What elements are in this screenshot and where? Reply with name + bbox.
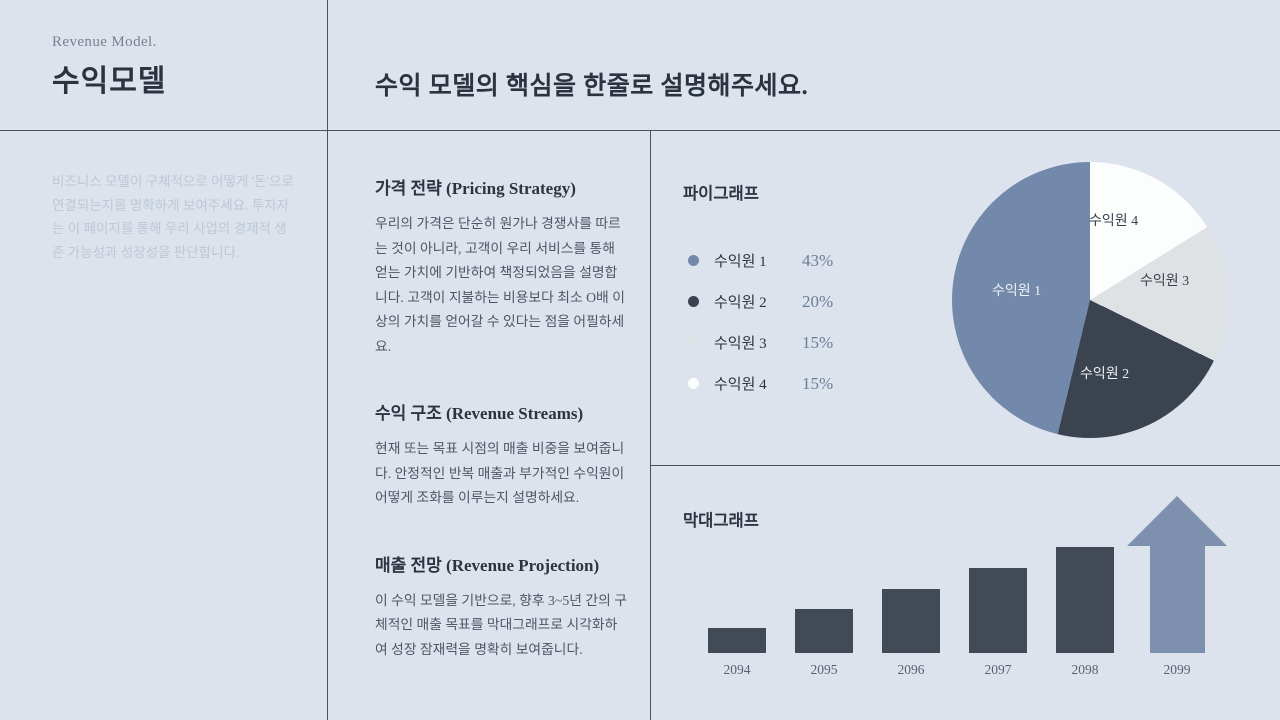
bar-year-label: 2099 [1163,662,1191,677]
bar-year-label: 2095 [810,662,838,677]
bar-year-label: 2094 [723,662,751,677]
legend-label: 수익원 3 [714,336,767,352]
legend-value: 43% [802,250,834,270]
bar-panel-title: 막대그래프 [683,511,759,530]
legend-label: 수익원 4 [714,377,767,393]
growth-arrow-icon [1127,496,1227,653]
legend-dot-icon [688,378,699,389]
section-pricing-strategy: 가격 전략 (Pricing Strategy) 우리의 가격은 단순히 원가나… [375,174,629,359]
bar-column: 2098 [1056,547,1114,678]
bar-column: 2096 [882,589,940,678]
section-heading: 수익 구조 (Revenue Streams) [375,404,584,424]
legend-dot-icon [688,255,699,266]
arrow-head [1127,496,1227,546]
legend-item: 수익원 1 43% [688,240,833,281]
pie-slice-label-2: 수익원 2 [1080,367,1130,382]
text-sections: 가격 전략 (Pricing Strategy) 우리의 가격은 단순히 원가나… [375,174,629,703]
section-revenue-projection: 매출 전망 (Revenue Projection) 이 수익 모델을 기반으로… [375,551,629,663]
bar [1056,547,1114,653]
section-heading: 가격 전략 (Pricing Strategy) [375,179,576,198]
legend-item: 수익원 4 15% [688,363,833,404]
legend-value: 15% [802,373,834,393]
bar-column: 2095 [795,609,853,678]
section-body: 현재 또는 목표 시점의 매출 비중을 보여줍니다. 안정적인 반복 매출과 부… [375,441,625,506]
divider-horizontal-right [650,465,1280,466]
page-title: 수익모델 [52,65,167,98]
sidebar-description: 비즈니스 모델이 구체적으로 어떻게 '돈'으로 연결되는지를 명확하게 보여주… [52,174,294,260]
legend-label: 수익원 1 [714,254,767,270]
divider-horizontal-top [0,130,1280,131]
arrow-shaft [1149,546,1205,653]
divider-vertical-middle [650,130,651,720]
eyebrow-label: Revenue Model. [52,34,157,50]
bar-column: 2099 [1127,496,1227,678]
section-body: 우리의 가격은 단순히 원가나 경쟁사를 따르는 것이 아니라, 고객이 우리 … [375,216,625,354]
legend-value: 15% [802,332,834,352]
legend-dot-icon [688,337,699,348]
bar [795,609,853,653]
bar [969,568,1027,653]
bar-year-label: 2096 [897,662,925,677]
bar-year-label: 2098 [1071,662,1099,677]
legend-label: 수익원 2 [714,295,767,311]
section-revenue-streams: 수익 구조 (Revenue Streams) 현재 또는 목표 시점의 매출 … [375,399,629,511]
bar-column: 2094 [708,628,766,678]
section-heading: 매출 전망 (Revenue Projection) [375,555,600,575]
legend-item: 수익원 3 15% [688,322,833,363]
legend-value: 20% [802,291,834,311]
legend-dot-icon [688,296,699,307]
bar-chart: 2094 2095 2096 2097 2098 2099 [708,486,1227,678]
pie-slice-label-1: 수익원 1 [992,284,1042,299]
divider-vertical-left [327,0,328,720]
bar-column: 2097 [969,568,1027,678]
pie-slice-label-3: 수익원 3 [1140,274,1190,289]
section-body: 이 수익 모델을 기반으로, 향후 3~5년 간의 구체적인 매출 목표를 막대… [375,592,627,658]
bar [708,628,766,653]
header-question: 수익 모델의 핵심을 한줄로 설명해주세요. [375,73,809,100]
pie-legend: 수익원 1 43% 수익원 2 20% 수익원 3 15% 수익원 4 15% [688,240,833,404]
legend-item: 수익원 2 20% [688,281,833,322]
pie-slice-label-4: 수익원 4 [1089,214,1139,229]
bar-year-label: 2097 [984,662,1012,677]
bar [882,589,940,653]
pie-chart: 수익원 1 수익원 2 수익원 3 수익원 4 [952,162,1228,438]
pie-panel-title: 파이그래프 [683,184,759,203]
